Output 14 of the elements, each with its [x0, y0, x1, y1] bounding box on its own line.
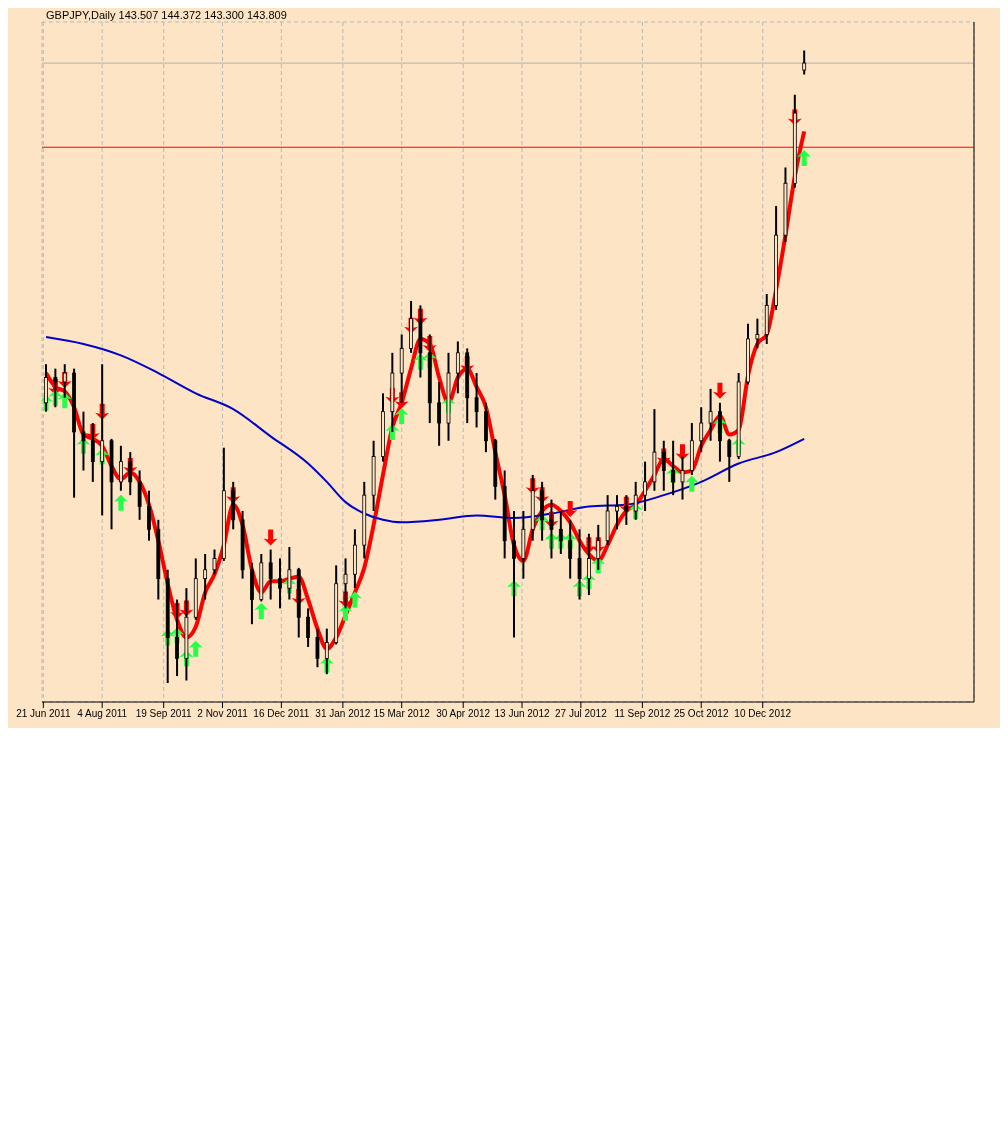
x-tick-label: 4 Aug 2011: [77, 708, 128, 720]
x-tick-label: 16 Dec 2011: [253, 708, 310, 720]
x-tick-label: 25 Oct 2012: [673, 708, 729, 720]
x-tick-label: 11 Sep 2012: [614, 708, 671, 720]
chart-title: GBPJPY,Daily 143.507 144.372 143.300 143.809: [46, 9, 287, 21]
x-tick-label: 30 Apr 2012: [436, 708, 491, 720]
x-tick-label: 13 Jun 2012: [494, 708, 550, 720]
x-tick-label: 27 Jul 2012: [555, 708, 608, 720]
x-tick-label: 21 Jun 2011: [16, 708, 71, 720]
x-tick-label: 15 Mar 2012: [373, 708, 431, 720]
x-tick-label: 19 Sep 2011: [135, 708, 193, 720]
x-tick-label: 31 Jan 2012: [315, 708, 371, 720]
x-tick-label: 2 Nov 2011: [197, 708, 249, 720]
x-tick-label: 10 Dec 2012: [734, 708, 792, 720]
